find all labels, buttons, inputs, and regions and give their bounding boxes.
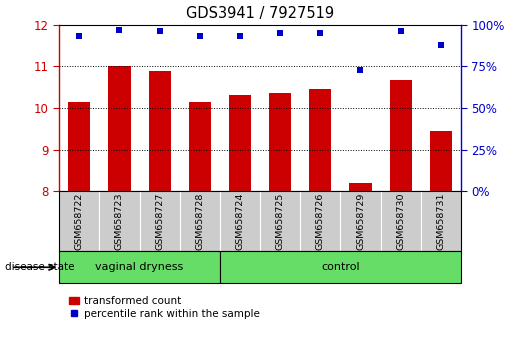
Bar [260, 191, 300, 251]
Text: GSM658726: GSM658726 [316, 193, 325, 250]
Bar [99, 191, 140, 251]
Text: GSM658730: GSM658730 [396, 193, 405, 250]
Text: GSM658727: GSM658727 [155, 193, 164, 250]
Bar [390, 80, 411, 191]
Bar [109, 65, 130, 191]
Title: GDS3941 / 7927519: GDS3941 / 7927519 [186, 6, 334, 21]
Point [75, 34, 83, 39]
Bar [300, 191, 340, 251]
Point [156, 29, 164, 34]
Bar [59, 251, 220, 283]
Bar [340, 191, 381, 251]
Bar [269, 93, 291, 191]
Bar [220, 251, 461, 283]
Bar [220, 191, 260, 251]
Bar [229, 96, 251, 191]
Bar [140, 191, 180, 251]
Point [276, 30, 284, 36]
Bar [68, 102, 90, 191]
Text: GSM658723: GSM658723 [115, 193, 124, 250]
Bar [381, 191, 421, 251]
Text: vaginal dryness: vaginal dryness [95, 262, 184, 272]
Point [437, 42, 445, 47]
Text: control: control [321, 262, 359, 272]
Bar [189, 102, 211, 191]
Point [236, 34, 244, 39]
Text: GSM658731: GSM658731 [436, 193, 445, 250]
Bar [310, 89, 331, 191]
Point [397, 29, 405, 34]
Point [196, 34, 204, 39]
Text: GSM658724: GSM658724 [235, 193, 245, 250]
Bar [59, 191, 99, 251]
Text: disease state: disease state [5, 262, 75, 272]
Bar [421, 191, 461, 251]
Bar [149, 72, 170, 191]
Point [356, 67, 365, 73]
Text: GSM658725: GSM658725 [276, 193, 285, 250]
Bar [350, 183, 371, 191]
Text: GSM658728: GSM658728 [195, 193, 204, 250]
Point [316, 30, 324, 36]
Bar [180, 191, 220, 251]
Bar [430, 131, 452, 191]
Legend: transformed count, percentile rank within the sample: transformed count, percentile rank withi… [64, 292, 264, 324]
Text: GSM658729: GSM658729 [356, 193, 365, 250]
Point [115, 27, 124, 33]
Text: GSM658722: GSM658722 [75, 193, 84, 250]
